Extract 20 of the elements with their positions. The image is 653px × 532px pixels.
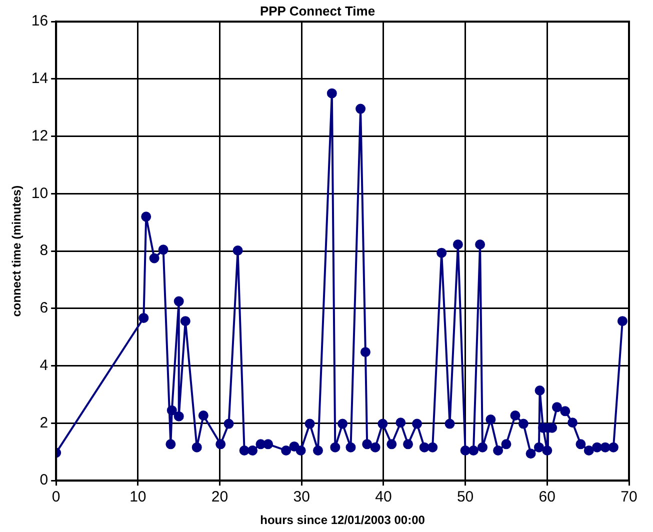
y-tick-label: 10 xyxy=(31,184,48,202)
x-tick-label: 0 xyxy=(52,488,60,506)
y-tick-label: 2 xyxy=(40,414,48,432)
x-tick-label: 40 xyxy=(375,488,392,506)
y-tick-label: 0 xyxy=(40,472,48,489)
x-tick-label: 30 xyxy=(293,488,310,506)
x-tick-label: 70 xyxy=(620,488,638,506)
x-tick-label: 10 xyxy=(130,488,146,506)
x-axis-title: hours since 12/01/2003 00:00 xyxy=(260,513,426,528)
chart-title: PPP Connect Time xyxy=(260,3,376,18)
x-tick-label: 50 xyxy=(456,488,474,506)
y-tick-label: 16 xyxy=(31,12,48,30)
y-tick-label: 4 xyxy=(40,356,48,374)
x-tick-label: 60 xyxy=(538,488,556,506)
y-tick-label: 14 xyxy=(31,70,48,88)
y-tick-label: 8 xyxy=(40,242,48,260)
y-tick-label: 6 xyxy=(40,300,48,317)
y-axis-title: connect time (minutes) xyxy=(10,185,24,317)
y-tick-label: 12 xyxy=(31,127,48,144)
x-tick-label: 20 xyxy=(211,488,228,506)
